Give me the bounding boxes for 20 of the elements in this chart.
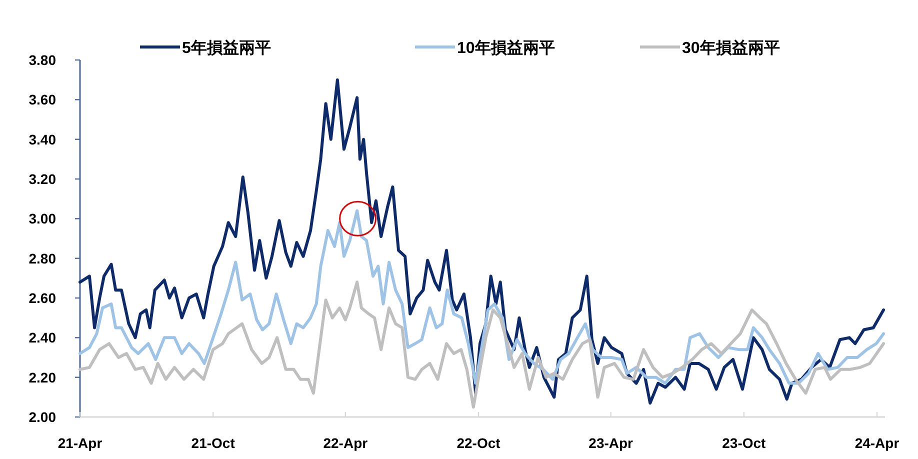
x-tick-label: 24-Apr: [854, 435, 900, 451]
legend-label: 30年損益兩平: [682, 39, 780, 57]
x-tick-label: 22-Apr: [323, 435, 368, 451]
x-tick-label: 21-Oct: [191, 435, 236, 451]
y-tick-label: 2.60: [28, 290, 56, 306]
x-tick-label: 23-Oct: [722, 435, 766, 451]
y-tick-label: 3.00: [28, 210, 56, 227]
y-tick-label: 3.20: [28, 171, 56, 187]
y-tick-label: 2.40: [28, 330, 56, 346]
y-tick-label: 2.80: [28, 250, 56, 266]
y-tick-label: 3.40: [28, 131, 56, 148]
legend-label: 10年損益兩平: [457, 39, 555, 57]
legend-label: 5年損益兩平: [182, 39, 271, 57]
x-tick-label: 22-Oct: [456, 435, 501, 451]
y-tick-label: 3.60: [28, 92, 56, 108]
y-tick-label: 3.80: [28, 52, 56, 68]
x-tick-label: 23-Apr: [588, 435, 634, 451]
x-tick-label: 21-Apr: [58, 435, 103, 451]
y-tick-label: 2.00: [28, 409, 56, 425]
y-tick-label: 2.20: [28, 369, 56, 386]
